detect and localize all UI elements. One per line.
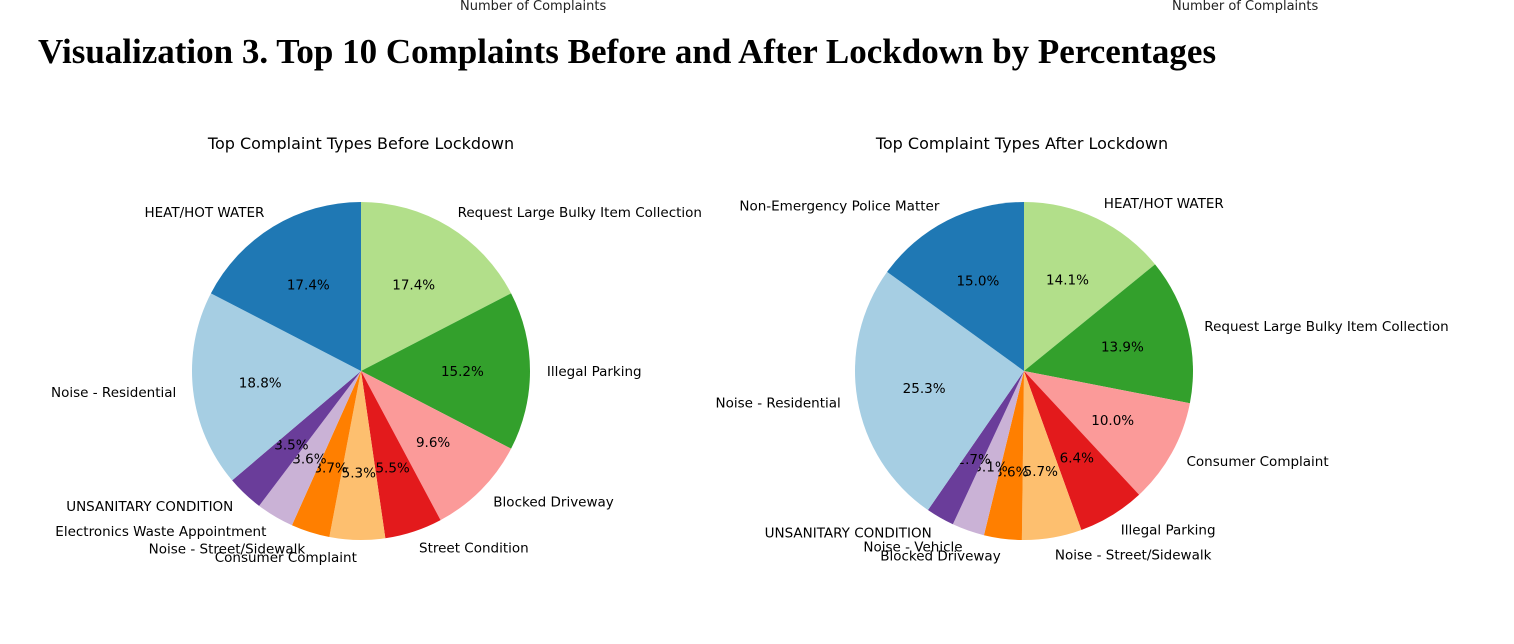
chart-title-before: Top Complaint Types Before Lockdown [207, 134, 514, 153]
pct-label-before-noise-street-sidewalk: 3.7% [313, 461, 347, 477]
pct-label-after-blocked-driveway: 3.6% [994, 465, 1028, 481]
page-title: Visualization 3. Top 10 Complaints Befor… [38, 32, 1217, 71]
slice-label-before-consumer-complaint: Consumer Complaint [215, 550, 357, 566]
pct-label-after-non-emergency-police-matter: 15.0% [956, 274, 999, 290]
slice-label-before-street-condition: Street Condition [419, 541, 529, 557]
pie-slice-before-noise-street-sidewalk [291, 371, 361, 538]
pct-label-before-unsanitary-condition: 3.5% [274, 438, 308, 454]
pct-label-before-street-condition: 5.5% [375, 460, 409, 476]
slice-label-before-electronics-waste-appointment: Electronics Waste Appointment [55, 524, 266, 540]
pct-label-before-blocked-driveway: 9.6% [416, 435, 450, 451]
slice-label-after-blocked-driveway: Blocked Driveway [880, 548, 1001, 564]
pie-slice-before-electronics-waste-appointment [259, 371, 361, 526]
pie-slice-after-request-large-bulky-item-collection [1024, 264, 1193, 404]
pie-slice-before-heat-hot-water [210, 202, 361, 371]
slice-label-after-noise-residential: Noise - Residential [716, 395, 841, 411]
pct-label-after-illegal-parking: 6.4% [1060, 451, 1094, 467]
pct-label-before-illegal-parking: 15.2% [441, 364, 484, 380]
pie-slice-after-heat-hot-water [1024, 202, 1156, 371]
pct-label-after-noise-residential: 25.3% [903, 381, 946, 397]
slice-label-before-noise-street-sidewalk: Noise - Street/Sidewalk [149, 541, 306, 557]
slice-label-after-non-emergency-police-matter: Non-Emergency Police Matter [739, 198, 939, 214]
pct-label-before-electronics-waste-appointment: 3.6% [292, 451, 326, 467]
pie-slice-after-unsanitary-condition [927, 371, 1024, 525]
slice-label-before-unsanitary-condition: UNSANITARY CONDITION [66, 499, 233, 515]
pie-slice-after-noise-residential [854, 271, 1024, 511]
pie-slice-after-blocked-driveway [983, 371, 1024, 540]
pct-label-before-consumer-complaint: 5.3% [342, 465, 376, 481]
pie-slice-after-noise-vehicle [952, 371, 1024, 536]
pie-slice-before-unsanitary-condition [232, 371, 361, 506]
slice-label-after-illegal-parking: Illegal Parking [1121, 523, 1216, 539]
slice-label-before-blocked-driveway: Blocked Driveway [493, 495, 614, 511]
pie-slice-before-request-large-bulky-item-collection [361, 202, 512, 371]
pie-slice-after-non-emergency-police-matter [887, 202, 1024, 371]
pct-label-after-request-large-bulky-item-collection: 13.9% [1101, 339, 1144, 355]
pie-slice-before-noise-residential [191, 293, 361, 481]
slice-label-before-illegal-parking: Illegal Parking [547, 364, 642, 380]
pie-slice-after-noise-street-sidewalk [1021, 371, 1082, 541]
pct-label-after-noise-vehicle: 3.1% [973, 460, 1007, 476]
pie-slice-before-street-condition [361, 371, 441, 539]
slice-label-before-noise-residential: Noise - Residential [51, 385, 176, 401]
pie-chart-before-lockdown: 17.4% Request Large Bulky Item Collection… [51, 134, 702, 566]
slice-label-after-request-large-bulky-item-collection: Request Large Bulky Item Collection [1204, 319, 1448, 335]
pct-label-before-noise-residential: 18.8% [239, 375, 282, 391]
slice-label-after-unsanitary-condition: UNSANITARY CONDITION [765, 525, 932, 541]
slice-label-after-noise-street-sidewalk: Noise - Street/Sidewalk [1055, 547, 1212, 563]
slice-label-after-noise-vehicle: Noise - Vehicle [863, 540, 962, 556]
pie-slice-before-consumer-complaint [329, 371, 386, 541]
top-axis-label-right: Number of Complaints [1172, 0, 1319, 14]
pct-label-before-heat-hot-water: 17.4% [287, 277, 330, 293]
slice-label-after-heat-hot-water: HEAT/HOT WATER [1104, 196, 1224, 212]
pct-label-after-consumer-complaint: 10.0% [1091, 413, 1134, 429]
slice-label-before-request-large-bulky-item-collection: Request Large Bulky Item Collection [458, 205, 702, 221]
pie-chart-after-lockdown: 14.1% HEAT/HOT WATER 13.9% Request Large Bu… [716, 134, 1449, 564]
slice-label-before-heat-hot-water: HEAT/HOT WATER [144, 205, 264, 221]
pie-slice-before-illegal-parking [361, 293, 531, 449]
pct-label-before-request-large-bulky-item-collection: 17.4% [392, 277, 435, 293]
slice-label-after-consumer-complaint: Consumer Complaint [1187, 454, 1329, 470]
pie-slice-after-consumer-complaint [1024, 371, 1190, 495]
pie-slice-after-illegal-parking [1024, 371, 1140, 530]
pct-label-after-heat-hot-water: 14.1% [1046, 272, 1089, 288]
chart-title-after: Top Complaint Types After Lockdown [875, 134, 1168, 153]
pct-label-after-noise-street-sidewalk: 5.7% [1024, 464, 1058, 480]
top-axis-label-left: Number of Complaints [460, 0, 607, 14]
pie-slice-before-blocked-driveway [361, 371, 512, 521]
